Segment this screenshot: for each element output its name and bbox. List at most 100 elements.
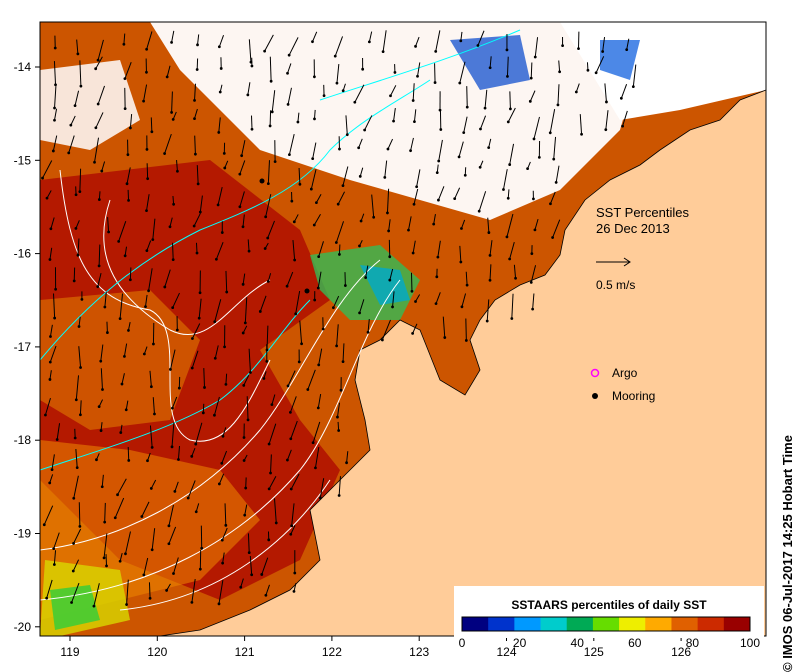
vector-head — [561, 44, 564, 48]
vector-arrow — [346, 451, 349, 463]
vector-head — [217, 482, 221, 486]
vector-head — [70, 601, 73, 604]
vector-head — [127, 329, 130, 332]
vector-arrow — [265, 194, 272, 217]
vector-arrow — [95, 56, 103, 69]
vector-head — [333, 54, 337, 58]
vector-arrow — [270, 454, 272, 474]
vector-head — [80, 297, 84, 301]
vector-head — [526, 167, 529, 171]
scale-label: 0.5 m/s — [596, 278, 635, 292]
colorbar-cell — [488, 617, 515, 631]
vector-head — [214, 257, 218, 261]
vector-arrow — [75, 375, 80, 400]
vector-head — [506, 74, 509, 78]
vector-head — [97, 198, 101, 201]
vector-arrow — [295, 290, 301, 314]
vector-arrow — [121, 373, 125, 385]
vector-head — [163, 285, 167, 289]
vector-arrow — [265, 584, 270, 596]
vector-head — [142, 99, 145, 103]
vector-arrow — [225, 373, 228, 385]
vector-head — [238, 172, 242, 176]
vector-head — [41, 176, 44, 180]
vector-arrow — [152, 218, 156, 240]
vector-arrow — [511, 293, 514, 319]
vector-head — [148, 596, 152, 600]
vector-arrow — [78, 316, 81, 327]
vector-head — [264, 215, 268, 219]
vector-arrow — [171, 396, 178, 409]
vector-arrow — [146, 31, 153, 50]
vector-arrow — [78, 346, 82, 368]
vector-arrow — [144, 294, 148, 307]
vector-arrow — [267, 220, 275, 239]
vector-head — [505, 48, 509, 52]
colorbar-cell — [566, 617, 594, 631]
vector-head — [101, 388, 104, 391]
vector-arrow — [268, 423, 277, 445]
vector-head — [265, 359, 269, 363]
vector-arrow — [342, 166, 349, 186]
vector-arrow — [287, 87, 292, 105]
vector-head — [195, 68, 199, 71]
vector-arrow — [74, 90, 80, 106]
y-tick-label: -16 — [14, 247, 32, 261]
vector-arrow — [416, 169, 421, 187]
colorbar-tick-label: 20 — [513, 636, 527, 650]
vector-head — [358, 174, 362, 178]
vector-head — [335, 81, 339, 85]
vector-head — [392, 119, 395, 123]
vector-arrow — [100, 368, 103, 390]
vector-arrow — [222, 552, 225, 564]
vector-arrow — [549, 191, 556, 204]
vector-arrow — [626, 38, 630, 50]
vector-arrow — [100, 422, 103, 431]
vector-head — [312, 75, 316, 79]
x-tick-label: 119 — [60, 645, 79, 659]
vector-arrow — [101, 474, 104, 487]
vector-arrow — [286, 449, 292, 461]
vector-head — [297, 360, 301, 364]
vector-arrow — [335, 221, 345, 243]
vector-arrow — [203, 368, 206, 388]
vector-head — [274, 521, 278, 525]
vector-head — [247, 249, 251, 253]
vector-arrow — [239, 160, 246, 175]
vector-head — [363, 128, 367, 132]
vector-arrow — [486, 299, 490, 322]
vector-arrow — [129, 114, 133, 128]
vector-head — [196, 43, 199, 47]
vector-arrow — [168, 504, 174, 526]
vector-head — [293, 258, 297, 262]
vector-arrow — [76, 39, 79, 54]
vector-arrow — [198, 298, 202, 319]
vector-head — [201, 411, 205, 415]
vector-head — [531, 307, 535, 311]
cool-patch — [360, 265, 410, 305]
vector-head — [296, 120, 300, 124]
vector-arrow — [354, 84, 365, 103]
vector-arrow — [114, 497, 125, 518]
vector-head — [487, 146, 491, 149]
vector-arrow — [195, 503, 200, 512]
vector-head — [458, 81, 462, 85]
vector-head — [380, 338, 384, 342]
vector-head — [69, 123, 73, 127]
vector-arrow — [442, 316, 446, 338]
vector-arrow — [221, 450, 228, 464]
vector-head — [126, 153, 130, 157]
vector-arrow — [101, 161, 106, 172]
vector-arrow — [359, 299, 365, 314]
vector-head — [113, 516, 117, 520]
vector-head — [341, 184, 345, 188]
vector-arrow — [271, 90, 276, 112]
vector-head — [99, 429, 103, 432]
vector-head — [149, 385, 153, 389]
colorbar-tick-label: 60 — [628, 636, 642, 650]
vector-arrow — [319, 478, 325, 499]
vector-head — [436, 255, 440, 259]
vector-head — [334, 241, 338, 244]
vector-head — [464, 339, 468, 342]
